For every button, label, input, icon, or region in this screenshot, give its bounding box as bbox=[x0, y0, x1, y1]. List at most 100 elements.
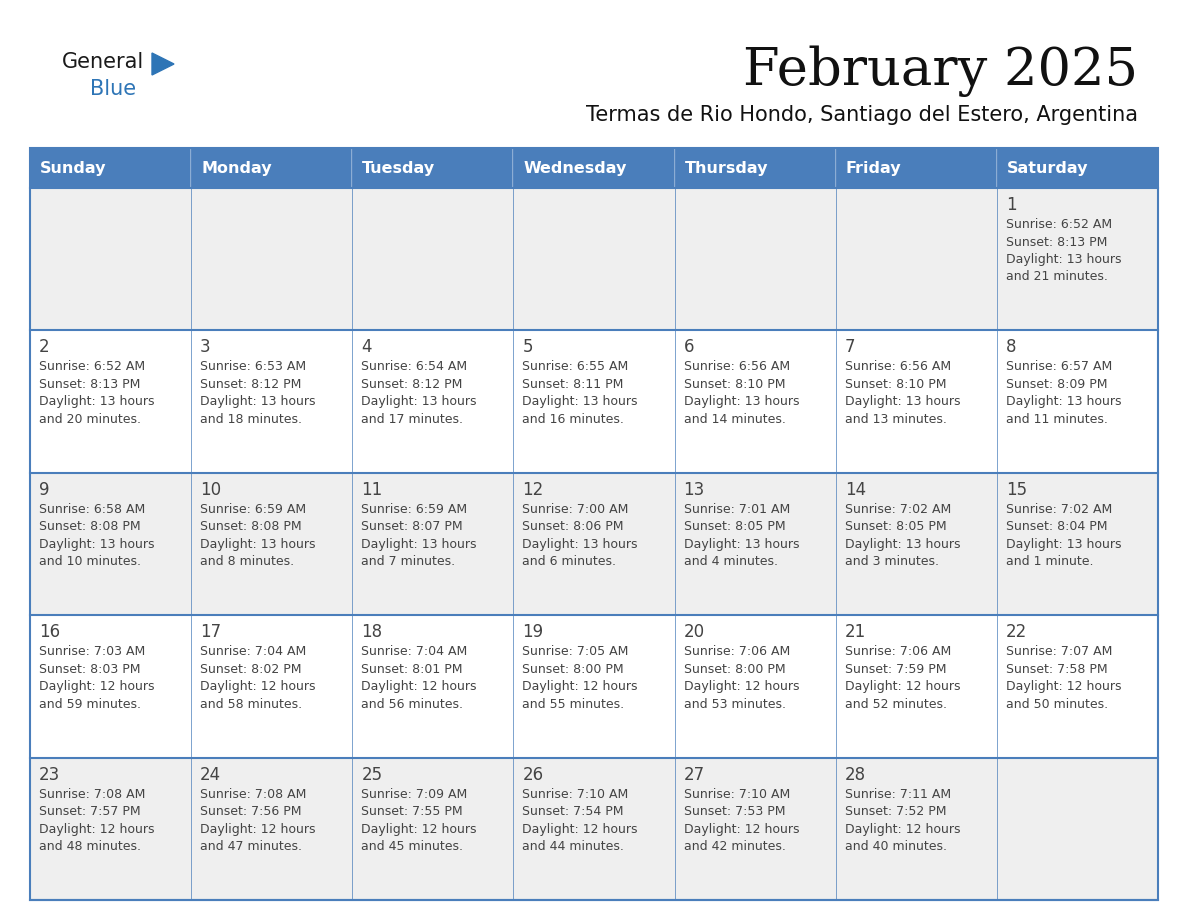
Bar bbox=[513, 188, 675, 330]
Bar bbox=[30, 188, 191, 330]
Text: 15: 15 bbox=[1006, 481, 1026, 498]
Bar bbox=[191, 188, 353, 330]
Text: Sunrise: 7:08 AM
Sunset: 7:57 PM
Daylight: 12 hours
and 48 minutes.: Sunrise: 7:08 AM Sunset: 7:57 PM Dayligh… bbox=[39, 788, 154, 853]
Bar bbox=[191, 757, 353, 900]
Bar bbox=[30, 615, 191, 757]
Bar bbox=[513, 757, 675, 900]
Text: 28: 28 bbox=[845, 766, 866, 784]
Text: Sunrise: 7:00 AM
Sunset: 8:06 PM
Daylight: 13 hours
and 6 minutes.: Sunrise: 7:00 AM Sunset: 8:06 PM Dayligh… bbox=[523, 503, 638, 568]
Bar bbox=[835, 757, 997, 900]
Text: 21: 21 bbox=[845, 623, 866, 641]
Bar bbox=[191, 148, 353, 188]
Bar bbox=[191, 473, 353, 615]
Text: Sunrise: 6:59 AM
Sunset: 8:07 PM
Daylight: 13 hours
and 7 minutes.: Sunrise: 6:59 AM Sunset: 8:07 PM Dayligh… bbox=[361, 503, 476, 568]
Bar bbox=[675, 473, 835, 615]
Bar bbox=[353, 148, 513, 188]
Text: 23: 23 bbox=[39, 766, 61, 784]
Text: Sunrise: 7:02 AM
Sunset: 8:04 PM
Daylight: 13 hours
and 1 minute.: Sunrise: 7:02 AM Sunset: 8:04 PM Dayligh… bbox=[1006, 503, 1121, 568]
Text: 9: 9 bbox=[39, 481, 50, 498]
Text: Saturday: Saturday bbox=[1007, 161, 1088, 175]
Text: 18: 18 bbox=[361, 623, 383, 641]
Text: 2: 2 bbox=[39, 339, 50, 356]
Bar bbox=[997, 615, 1158, 757]
Text: Tuesday: Tuesday bbox=[362, 161, 436, 175]
Text: 26: 26 bbox=[523, 766, 544, 784]
Text: Sunrise: 6:55 AM
Sunset: 8:11 PM
Daylight: 13 hours
and 16 minutes.: Sunrise: 6:55 AM Sunset: 8:11 PM Dayligh… bbox=[523, 361, 638, 426]
Text: Sunrise: 6:59 AM
Sunset: 8:08 PM
Daylight: 13 hours
and 8 minutes.: Sunrise: 6:59 AM Sunset: 8:08 PM Dayligh… bbox=[200, 503, 316, 568]
Bar bbox=[30, 330, 191, 473]
Text: Sunrise: 7:04 AM
Sunset: 8:02 PM
Daylight: 12 hours
and 58 minutes.: Sunrise: 7:04 AM Sunset: 8:02 PM Dayligh… bbox=[200, 645, 316, 711]
Text: 14: 14 bbox=[845, 481, 866, 498]
Text: 19: 19 bbox=[523, 623, 544, 641]
Bar bbox=[353, 757, 513, 900]
Bar bbox=[675, 757, 835, 900]
Text: Sunrise: 7:10 AM
Sunset: 7:53 PM
Daylight: 12 hours
and 42 minutes.: Sunrise: 7:10 AM Sunset: 7:53 PM Dayligh… bbox=[683, 788, 800, 853]
Text: Blue: Blue bbox=[90, 79, 137, 99]
Bar bbox=[191, 330, 353, 473]
Text: Sunrise: 7:08 AM
Sunset: 7:56 PM
Daylight: 12 hours
and 47 minutes.: Sunrise: 7:08 AM Sunset: 7:56 PM Dayligh… bbox=[200, 788, 316, 853]
Text: Monday: Monday bbox=[201, 161, 272, 175]
Bar bbox=[997, 757, 1158, 900]
Bar bbox=[513, 473, 675, 615]
Text: Sunrise: 7:03 AM
Sunset: 8:03 PM
Daylight: 12 hours
and 59 minutes.: Sunrise: 7:03 AM Sunset: 8:03 PM Dayligh… bbox=[39, 645, 154, 711]
Text: 12: 12 bbox=[523, 481, 544, 498]
Bar bbox=[30, 148, 191, 188]
Text: 11: 11 bbox=[361, 481, 383, 498]
Bar bbox=[997, 330, 1158, 473]
Text: Sunrise: 6:56 AM
Sunset: 8:10 PM
Daylight: 13 hours
and 13 minutes.: Sunrise: 6:56 AM Sunset: 8:10 PM Dayligh… bbox=[845, 361, 960, 426]
Text: 10: 10 bbox=[200, 481, 221, 498]
Bar bbox=[835, 148, 997, 188]
Bar bbox=[513, 615, 675, 757]
Text: Sunrise: 6:52 AM
Sunset: 8:13 PM
Daylight: 13 hours
and 21 minutes.: Sunrise: 6:52 AM Sunset: 8:13 PM Dayligh… bbox=[1006, 218, 1121, 284]
Text: Sunrise: 7:09 AM
Sunset: 7:55 PM
Daylight: 12 hours
and 45 minutes.: Sunrise: 7:09 AM Sunset: 7:55 PM Dayligh… bbox=[361, 788, 476, 853]
Bar bbox=[835, 615, 997, 757]
Text: Sunrise: 7:07 AM
Sunset: 7:58 PM
Daylight: 12 hours
and 50 minutes.: Sunrise: 7:07 AM Sunset: 7:58 PM Dayligh… bbox=[1006, 645, 1121, 711]
Text: Thursday: Thursday bbox=[684, 161, 769, 175]
Bar bbox=[675, 188, 835, 330]
Text: Sunrise: 7:02 AM
Sunset: 8:05 PM
Daylight: 13 hours
and 3 minutes.: Sunrise: 7:02 AM Sunset: 8:05 PM Dayligh… bbox=[845, 503, 960, 568]
Text: 3: 3 bbox=[200, 339, 210, 356]
Text: 17: 17 bbox=[200, 623, 221, 641]
Text: Sunrise: 6:57 AM
Sunset: 8:09 PM
Daylight: 13 hours
and 11 minutes.: Sunrise: 6:57 AM Sunset: 8:09 PM Dayligh… bbox=[1006, 361, 1121, 426]
Bar bbox=[675, 330, 835, 473]
Text: 7: 7 bbox=[845, 339, 855, 356]
Bar bbox=[997, 148, 1158, 188]
Text: 1: 1 bbox=[1006, 196, 1017, 214]
Text: Sunrise: 6:56 AM
Sunset: 8:10 PM
Daylight: 13 hours
and 14 minutes.: Sunrise: 6:56 AM Sunset: 8:10 PM Dayligh… bbox=[683, 361, 800, 426]
Text: Sunrise: 7:06 AM
Sunset: 8:00 PM
Daylight: 12 hours
and 53 minutes.: Sunrise: 7:06 AM Sunset: 8:00 PM Dayligh… bbox=[683, 645, 800, 711]
Text: General: General bbox=[62, 52, 144, 72]
Text: 13: 13 bbox=[683, 481, 704, 498]
Text: 16: 16 bbox=[39, 623, 61, 641]
Bar bbox=[353, 615, 513, 757]
Text: 5: 5 bbox=[523, 339, 533, 356]
Text: 22: 22 bbox=[1006, 623, 1028, 641]
Bar bbox=[513, 148, 675, 188]
Bar bbox=[835, 473, 997, 615]
Text: 25: 25 bbox=[361, 766, 383, 784]
Text: 20: 20 bbox=[683, 623, 704, 641]
Text: Sunrise: 6:54 AM
Sunset: 8:12 PM
Daylight: 13 hours
and 17 minutes.: Sunrise: 6:54 AM Sunset: 8:12 PM Dayligh… bbox=[361, 361, 476, 426]
Text: 4: 4 bbox=[361, 339, 372, 356]
Polygon shape bbox=[152, 53, 173, 75]
Bar bbox=[513, 330, 675, 473]
Text: Sunrise: 7:10 AM
Sunset: 7:54 PM
Daylight: 12 hours
and 44 minutes.: Sunrise: 7:10 AM Sunset: 7:54 PM Dayligh… bbox=[523, 788, 638, 853]
Bar bbox=[835, 188, 997, 330]
Text: Termas de Rio Hondo, Santiago del Estero, Argentina: Termas de Rio Hondo, Santiago del Estero… bbox=[586, 105, 1138, 125]
Text: Sunrise: 7:11 AM
Sunset: 7:52 PM
Daylight: 12 hours
and 40 minutes.: Sunrise: 7:11 AM Sunset: 7:52 PM Dayligh… bbox=[845, 788, 960, 853]
Bar bbox=[30, 473, 191, 615]
Text: Sunrise: 7:05 AM
Sunset: 8:00 PM
Daylight: 12 hours
and 55 minutes.: Sunrise: 7:05 AM Sunset: 8:00 PM Dayligh… bbox=[523, 645, 638, 711]
Text: 27: 27 bbox=[683, 766, 704, 784]
Text: 8: 8 bbox=[1006, 339, 1017, 356]
Text: February 2025: February 2025 bbox=[742, 45, 1138, 96]
Bar bbox=[191, 615, 353, 757]
Text: Sunrise: 7:06 AM
Sunset: 7:59 PM
Daylight: 12 hours
and 52 minutes.: Sunrise: 7:06 AM Sunset: 7:59 PM Dayligh… bbox=[845, 645, 960, 711]
Text: Friday: Friday bbox=[846, 161, 902, 175]
Bar bbox=[353, 473, 513, 615]
Bar bbox=[30, 757, 191, 900]
Text: 6: 6 bbox=[683, 339, 694, 356]
Text: Wednesday: Wednesday bbox=[524, 161, 627, 175]
Bar bbox=[997, 473, 1158, 615]
Text: 24: 24 bbox=[200, 766, 221, 784]
Text: Sunrise: 7:01 AM
Sunset: 8:05 PM
Daylight: 13 hours
and 4 minutes.: Sunrise: 7:01 AM Sunset: 8:05 PM Dayligh… bbox=[683, 503, 800, 568]
Bar bbox=[835, 330, 997, 473]
